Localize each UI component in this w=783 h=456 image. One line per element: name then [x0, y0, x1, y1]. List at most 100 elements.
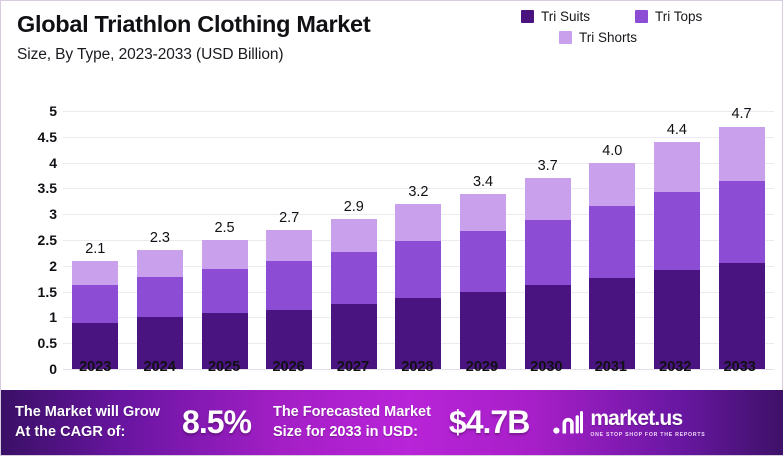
bar-value-label: 2.5 [214, 220, 235, 236]
chart-header: Global Triathlon Clothing Market Size, B… [17, 11, 497, 64]
y-axis-tick-label: 1.5 [37, 283, 57, 300]
bar-segment[interactable] [524, 284, 571, 369]
bar-stack[interactable] [330, 219, 377, 369]
axis-baseline [63, 369, 774, 370]
bar-stack[interactable] [524, 178, 571, 369]
bar-segment[interactable] [653, 141, 700, 193]
x-axis-tick-label: 2026 [272, 359, 305, 375]
bar-value-label: 4.0 [602, 142, 623, 159]
bar-segment[interactable] [718, 180, 765, 264]
bar-stack[interactable] [395, 203, 442, 369]
bar-segment[interactable] [201, 240, 248, 270]
chart-plot-area: 0 0.5 1 1.5 2 2.5 3 3.5 4 4.5 5 2.1 2.3 2.5 2.7 2.9 3.2… [1, 93, 783, 393]
bar-segment[interactable] [524, 178, 571, 220]
x-axis-tick-label: 2031 [594, 359, 627, 375]
bar-column[interactable]: 4.7 [709, 93, 774, 393]
bar-series-container: 2.1 2.3 2.5 2.7 2.9 3.2 3.4 3.7 4.0 4.4 4.7 [63, 93, 774, 393]
bar-segment[interactable] [524, 219, 571, 285]
bar-segment[interactable] [718, 263, 765, 369]
logo-tagline: ONE STOP SHOP FOR THE REPORTS [590, 431, 706, 438]
x-axis-tick-label: 2027 [336, 359, 370, 375]
bar-value-label: 3.7 [537, 158, 558, 175]
bar-column[interactable]: 3.2 [386, 93, 451, 393]
x-axis-tick-label: 2033 [723, 359, 756, 375]
bar-stack[interactable] [266, 229, 313, 369]
bar-column[interactable]: 4.4 [645, 93, 710, 393]
y-axis-tick-label: 3.5 [37, 180, 57, 197]
x-axis-tick-label: 2032 [659, 359, 692, 375]
bar-stack[interactable] [653, 141, 700, 369]
logo-text: market.us ONE STOP SHOP FOR THE REPORTS [590, 408, 705, 438]
bar-value-label: 2.3 [149, 230, 171, 247]
y-axis-tick-label: 0.5 [37, 335, 57, 352]
bar-stack[interactable] [718, 126, 765, 369]
bar-column[interactable]: 2.1 [63, 93, 128, 393]
x-axis-tick-label: 2029 [465, 359, 499, 375]
bar-segment[interactable] [136, 250, 183, 277]
bar-column[interactable]: 3.7 [515, 93, 580, 393]
bar-segment[interactable] [589, 277, 636, 369]
cagr-label-line1: The Market will Grow [15, 404, 161, 421]
bar-stack[interactable] [589, 162, 636, 369]
x-axis-tick-label: 2023 [79, 359, 112, 375]
market-us-logo[interactable]: market.us ONE STOP SHOP FOR THE REPORTS [553, 408, 705, 438]
bar-value-label: 2.7 [279, 209, 300, 226]
bar-segment[interactable] [653, 270, 700, 369]
bar-segment[interactable] [589, 162, 636, 207]
legend-item-tri-suits[interactable]: Tri Suits [521, 9, 617, 24]
legend-item-tri-shorts[interactable]: Tri Shorts [559, 30, 669, 45]
bar-segment[interactable] [460, 193, 507, 232]
bar-segment[interactable] [266, 309, 313, 369]
bar-segment[interactable] [266, 261, 313, 310]
legend-swatch-icon [635, 10, 648, 23]
bar-segment[interactable] [395, 297, 442, 369]
bar-segment[interactable] [718, 126, 765, 181]
bar-segment[interactable] [330, 219, 377, 253]
bar-value-label: 2.1 [85, 240, 106, 257]
legend-label: Tri Shorts [579, 30, 638, 45]
forecast-value: $4.7B [448, 404, 530, 440]
x-axis-tick-label: 2030 [530, 359, 563, 375]
bar-value-label: 2.9 [343, 199, 364, 216]
bar-segment[interactable] [330, 252, 377, 304]
bar-column[interactable]: 3.4 [451, 93, 516, 393]
bar-value-label: 4.4 [666, 121, 688, 138]
bar-segment[interactable] [395, 241, 442, 298]
forecast-label: The Forecasted Market Size for 2033 in U… [273, 403, 431, 442]
y-axis-tick-label: 2.5 [37, 232, 57, 248]
gridline [63, 136, 774, 138]
bar-segment[interactable] [330, 303, 377, 369]
forecast-label-line2: Size for 2033 in USD: [272, 423, 419, 440]
bar-segment[interactable] [136, 276, 183, 318]
bar-column[interactable]: 4.0 [580, 93, 645, 393]
bar-segment[interactable] [136, 317, 183, 369]
y-axis-tick-label: 5 [49, 103, 57, 119]
bar-column[interactable]: 2.7 [257, 93, 322, 393]
legend-item-tri-tops[interactable]: Tri Tops [635, 9, 735, 24]
x-axis: 2023 2024 2025 2026 2027 2028 2029 2030 2031 2032… [63, 359, 772, 385]
bar-segment[interactable] [460, 291, 507, 369]
bar-segment[interactable] [72, 322, 119, 369]
bar-stack[interactable] [460, 193, 507, 369]
y-axis-tick-label: 0 [49, 361, 57, 377]
bar-segment[interactable] [201, 269, 248, 314]
bar-segment[interactable] [266, 229, 313, 262]
bar-value-label: 3.4 [472, 173, 494, 190]
bar-segment[interactable] [395, 203, 442, 242]
y-axis: 0 0.5 1 1.5 2 2.5 3 3.5 4 4.5 5 [15, 93, 57, 393]
bar-stack[interactable] [72, 260, 119, 369]
bar-stack[interactable] [136, 250, 183, 369]
bar-column[interactable]: 2.9 [322, 93, 387, 393]
bar-segment[interactable] [589, 206, 636, 278]
bar-segment[interactable] [460, 231, 507, 292]
bar-segment[interactable] [72, 284, 119, 323]
bar-segment[interactable] [653, 192, 700, 271]
forecast-label-line1: The Forecasted Market [272, 404, 431, 421]
bar-segment[interactable] [201, 313, 248, 369]
bar-segment[interactable] [72, 260, 119, 285]
bar-stack[interactable] [201, 240, 248, 369]
bar-column[interactable]: 2.5 [192, 93, 257, 393]
y-axis-tick-label: 4.5 [37, 128, 57, 145]
bar-column[interactable]: 2.3 [128, 93, 193, 393]
